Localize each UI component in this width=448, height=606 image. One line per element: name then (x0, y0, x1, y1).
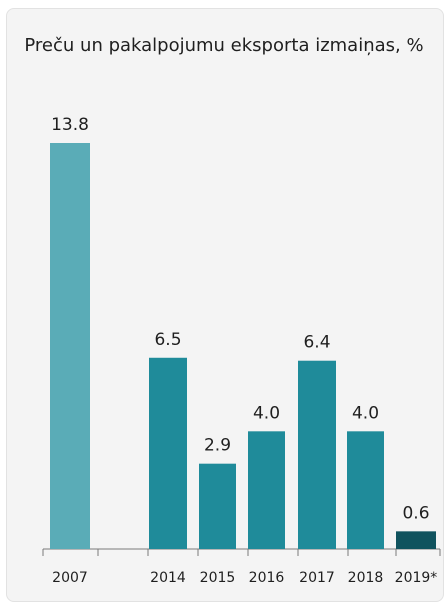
bar-2018 (347, 431, 384, 549)
x-tick-label: 2017 (299, 570, 335, 586)
data-label: 2.9 (204, 436, 231, 456)
data-label: 6.5 (154, 330, 181, 350)
x-tick-label: 2018 (348, 570, 384, 586)
data-label: 4.0 (253, 403, 280, 423)
x-tick-label: 2007 (52, 570, 88, 586)
x-tick-label: 2016 (249, 570, 285, 586)
data-label: 0.6 (402, 503, 429, 523)
data-label: 6.4 (303, 333, 330, 353)
x-tick-label: 2014 (150, 570, 186, 586)
x-tick-label: 2019* (395, 570, 438, 586)
bar-2017 (298, 360, 336, 549)
data-label: 13.8 (51, 115, 89, 135)
data-label: 4.0 (352, 403, 379, 423)
bar-2016 (248, 431, 285, 549)
bar-2014 (149, 357, 187, 549)
bar-2007 (50, 143, 90, 549)
bar-2015 (199, 463, 236, 549)
x-tick-label: 2015 (200, 570, 236, 586)
bar-2019* (396, 531, 436, 549)
chart-title: Preču un pakalpojumu eksporta izmaiņas, … (24, 35, 424, 56)
